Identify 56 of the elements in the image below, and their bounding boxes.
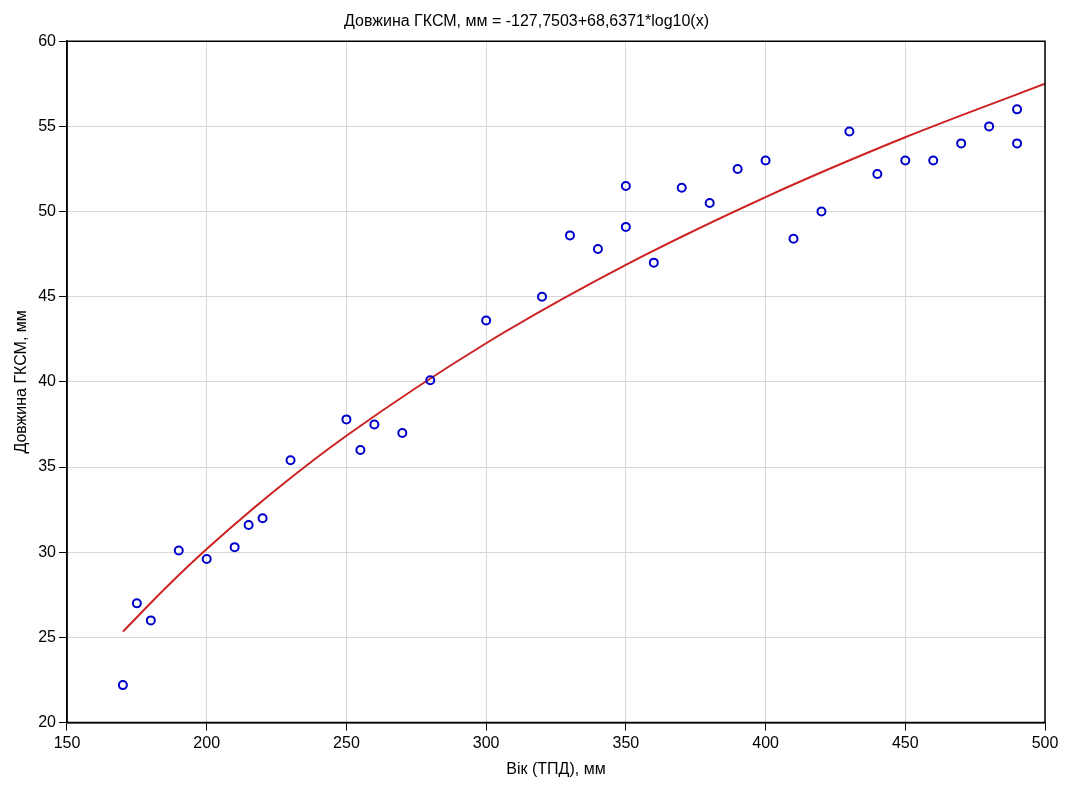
point [732, 163, 743, 174]
point [397, 428, 408, 439]
point [341, 414, 352, 425]
point [257, 513, 268, 524]
y-tick-label: 30 [38, 542, 57, 560]
x-tick-label: 400 [752, 733, 780, 751]
point [117, 680, 128, 691]
x-tick-label: 350 [612, 733, 640, 751]
point [956, 138, 967, 149]
point [243, 519, 254, 530]
point [928, 155, 939, 166]
y-tick-label: 60 [38, 31, 57, 49]
x-tick-label: 450 [891, 733, 919, 751]
point [355, 445, 366, 456]
y-tick-label: 35 [38, 457, 57, 475]
x-tick-label: 500 [1031, 733, 1059, 751]
point [844, 126, 855, 137]
point [201, 554, 212, 565]
point [537, 291, 548, 302]
point [592, 244, 603, 255]
point [131, 598, 142, 609]
point [1012, 104, 1023, 115]
x-axis-title: Вік (ТПД), мм [506, 759, 606, 777]
point [648, 257, 659, 268]
point [285, 455, 296, 466]
y-tick-label: 40 [38, 372, 57, 390]
point [145, 615, 156, 626]
point [620, 221, 631, 232]
y-axis-title: Довжина ГКСМ, мм [12, 310, 30, 454]
point [481, 315, 492, 326]
point [816, 206, 827, 217]
point [984, 121, 995, 132]
y-tick-label: 20 [38, 713, 57, 731]
y-tick-label: 55 [38, 116, 57, 134]
y-tick-label: 50 [38, 201, 57, 219]
x-tick-label: 150 [53, 733, 81, 751]
point [229, 542, 240, 553]
point [620, 181, 631, 191]
point [425, 375, 436, 386]
chart-title: Довжина ГКСМ, мм = -127,7503+68,6371*log10(x) [344, 12, 709, 30]
y-tick-label: 25 [38, 627, 57, 645]
x-tick-label: 250 [333, 733, 360, 751]
point [1012, 138, 1023, 149]
point [788, 233, 799, 244]
point [900, 155, 911, 166]
line-series [121, 82, 1045, 633]
point [173, 545, 184, 556]
x-tick-label: 300 [472, 733, 500, 751]
point [676, 182, 687, 193]
x-tick-label: 200 [193, 733, 221, 751]
point [760, 155, 771, 166]
point [872, 169, 883, 180]
point [369, 419, 380, 430]
point [704, 198, 715, 209]
y-tick-label: 45 [38, 287, 57, 305]
point [564, 230, 575, 241]
